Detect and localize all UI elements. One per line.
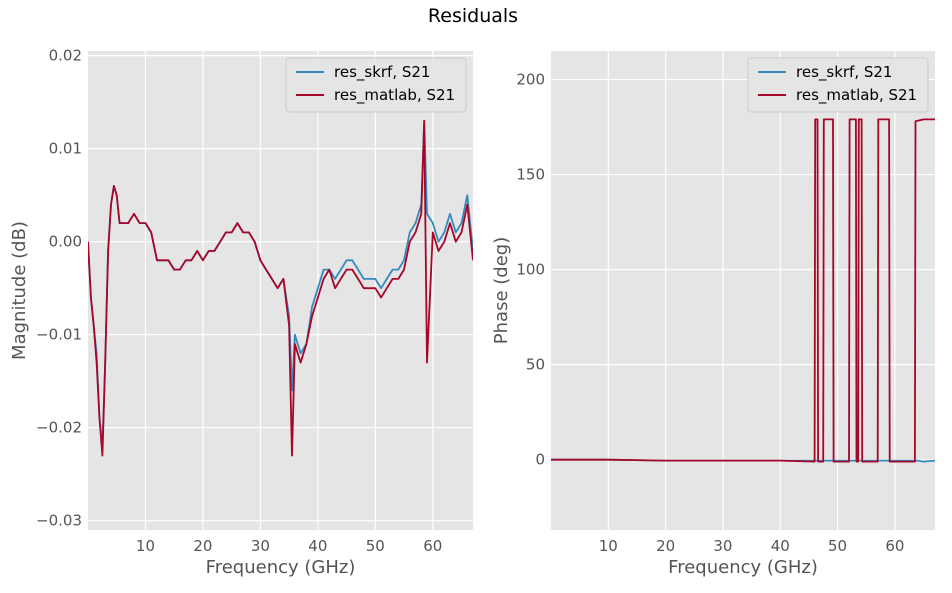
legend: res_skrf, S21 res_matlab, S21 [285, 57, 467, 113]
y-axis-label: Magnitude (dB) [9, 221, 30, 360]
figure-title: Residuals [428, 5, 518, 27]
x-tick-label: 10 [136, 537, 155, 555]
x-tick-label: 40 [308, 537, 327, 555]
legend: res_skrf, S21 res_matlab, S21 [747, 57, 929, 113]
legend-label: res_skrf, S21 [334, 63, 430, 82]
legend-label: res_matlab, S21 [334, 86, 455, 105]
y-tick-label: 0.02 [49, 47, 82, 65]
plot-area [551, 51, 935, 530]
y-tick-label: 0 [535, 451, 545, 469]
x-tick-label: 30 [713, 537, 732, 555]
y-tick-label: 50 [526, 356, 545, 374]
y-tick-label: 200 [516, 71, 545, 89]
y-tick-label: −0.03 [36, 512, 82, 530]
series-line-res-matlab [551, 118, 935, 463]
y-tick-label: −0.01 [36, 326, 82, 344]
x-tick-label: 60 [885, 537, 904, 555]
y-tick-label: 0.01 [49, 140, 82, 158]
y-tick-label: −0.02 [36, 419, 82, 437]
x-tick-label: 20 [193, 537, 212, 555]
x-tick-label: 30 [251, 537, 270, 555]
x-axis-label: Frequency (GHz) [206, 557, 356, 578]
y-tick-label: 100 [516, 261, 545, 279]
legend-box [285, 57, 467, 113]
x-tick-label: 10 [599, 537, 618, 555]
y-tick-label: 0.00 [49, 233, 82, 251]
x-tick-label: 40 [771, 537, 790, 555]
legend-label: res_matlab, S21 [796, 86, 917, 105]
x-axis-label: Frequency (GHz) [668, 557, 818, 578]
phase-subplot: 10 20 30 40 50 60 0 50 100 150 200 Frequency (GHz) P… [491, 51, 935, 578]
plot-area [88, 51, 473, 530]
x-tick-label: 50 [366, 537, 385, 555]
x-tick-label: 20 [656, 537, 675, 555]
legend-box [747, 57, 929, 113]
x-tick-label: 60 [423, 537, 442, 555]
x-tick-label: 50 [828, 537, 847, 555]
magnitude-subplot: 10 20 30 40 50 60 −0.03 −0.02 −0.01 0.00 0.01 0.02 F… [9, 47, 473, 578]
y-tick-label: 150 [516, 166, 545, 184]
y-axis-label: Phase (deg) [491, 237, 512, 344]
series-line-res-matlab [88, 119, 473, 457]
legend-label: res_skrf, S21 [796, 63, 892, 82]
